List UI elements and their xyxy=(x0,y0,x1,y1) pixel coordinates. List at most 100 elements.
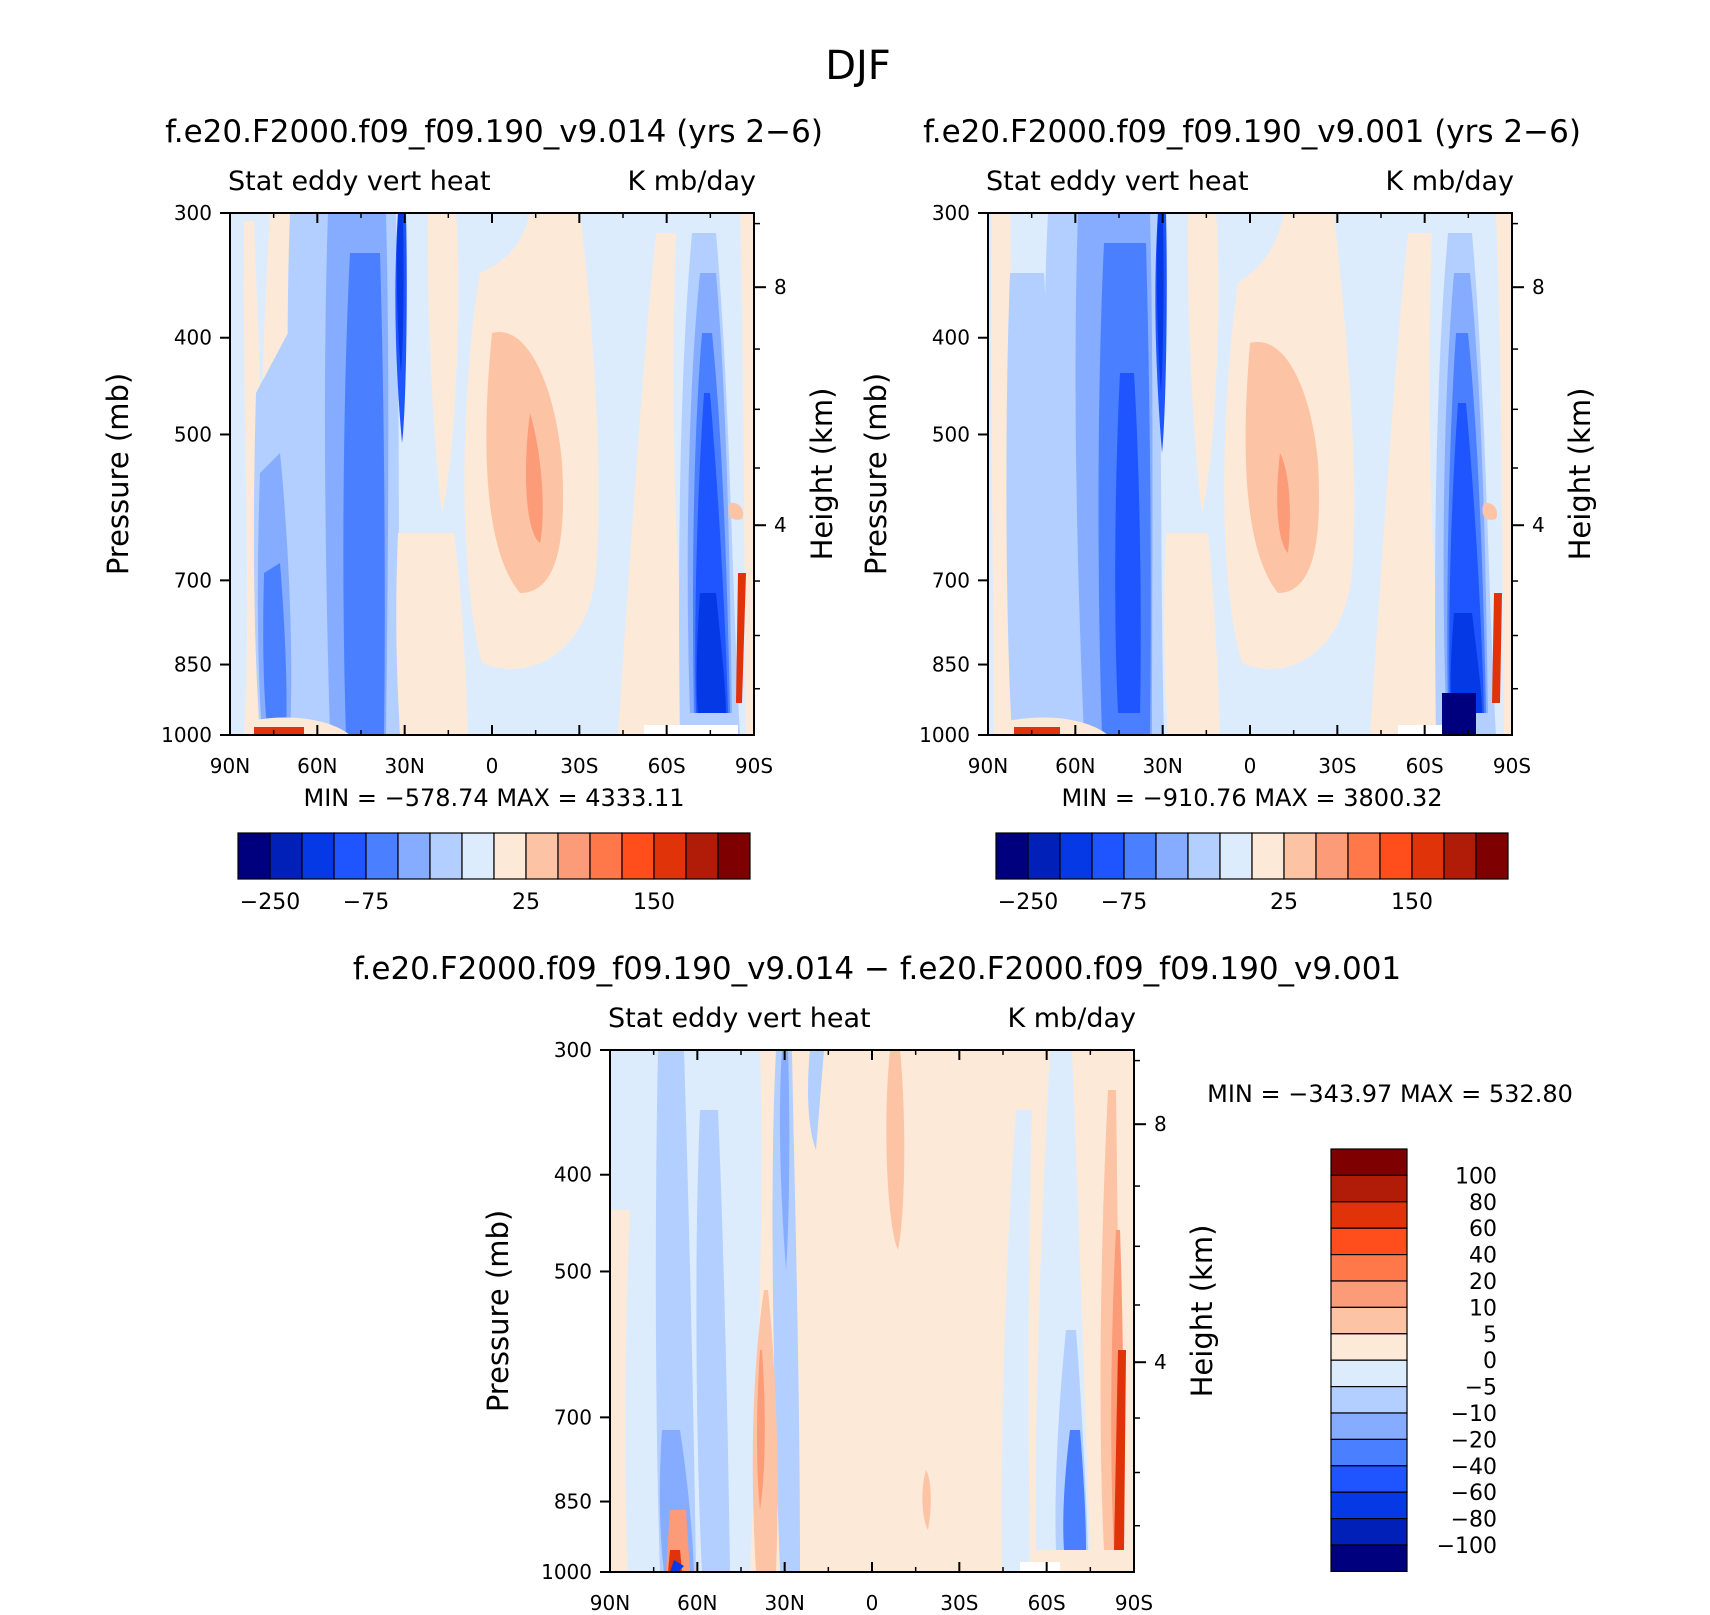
colorbar-box xyxy=(1443,832,1477,880)
band-negative xyxy=(808,1050,824,1150)
y-ticks: 300 400 500 700 850 1000 xyxy=(161,201,230,747)
contour-plot: 90N 60N 30N 0 30S 60S 90S 3004005007008501000 … xyxy=(541,1038,1167,1615)
x-tick-label: 60N xyxy=(297,754,337,778)
colorbar-box xyxy=(1330,1201,1408,1229)
x-tick-label: 30N xyxy=(384,754,424,778)
y2-ticks: 84 xyxy=(754,222,787,690)
colorbar-box xyxy=(1330,1227,1408,1256)
band-positive-strong xyxy=(1277,453,1290,553)
colorbar-box xyxy=(1155,832,1189,880)
x-tick-label: 30S xyxy=(940,1591,978,1611)
band-positive-mid xyxy=(752,1290,778,1572)
y2-tick-label: 8 xyxy=(774,275,787,299)
y-tick-label: 500 xyxy=(174,422,212,446)
colorbar-label: −40 xyxy=(1451,1455,1497,1480)
y-ticks: 300 400 500 700 850 1000 xyxy=(541,1038,610,1584)
colorbar-box xyxy=(1330,1359,1408,1388)
y-tick-label: 400 xyxy=(932,326,970,350)
y2-tick-label: 4 xyxy=(1154,1350,1167,1374)
panel-right-label: K mb/day xyxy=(1386,166,1515,197)
band-negative xyxy=(779,1050,790,1270)
colorbar-box xyxy=(1330,1544,1408,1572)
y-tick-label: 850 xyxy=(174,653,212,677)
y-tick-label: 300 xyxy=(174,201,212,225)
band-positive-strong xyxy=(736,573,746,703)
colorbar-label: 5 xyxy=(1483,1323,1497,1348)
colorbar-label: −250 xyxy=(998,890,1058,915)
colorbar-box xyxy=(557,832,591,880)
y2-tick-label: 8 xyxy=(1532,275,1545,299)
band-negative-strong xyxy=(696,593,726,713)
colorbar-box xyxy=(1219,832,1253,880)
colorbar-box xyxy=(589,832,623,880)
colorbar-box xyxy=(1330,1280,1408,1308)
contour-fill xyxy=(610,1050,1134,1572)
x-tick-label: 60S xyxy=(648,754,686,778)
band-negative-strong xyxy=(1450,613,1482,713)
band-negative-strong xyxy=(670,1560,684,1572)
colorbar-box xyxy=(1330,1491,1408,1520)
colorbar-label: −250 xyxy=(240,890,300,915)
x-tick-label: 0 xyxy=(866,1591,879,1611)
colorbar-label: 10 xyxy=(1469,1296,1497,1321)
colorbar-box xyxy=(493,832,527,880)
colorbar: −250 −75 25 150 xyxy=(995,832,1509,915)
colorbar-box xyxy=(717,832,751,880)
y-tick-label: 300 xyxy=(932,201,970,225)
y-axis-label: Pressure (mb) xyxy=(481,1210,515,1412)
colorbar-box xyxy=(269,832,303,880)
panel-test: f.e20.F2000.f09_f09.190_v9.014 (yrs 2−6)… xyxy=(101,114,839,915)
colorbar-label: 100 xyxy=(1455,1164,1497,1189)
band-positive-strong xyxy=(757,1350,765,1510)
x-tick-label: 30S xyxy=(560,754,598,778)
y2-tick-label: 8 xyxy=(1154,1112,1167,1136)
colorbar-box xyxy=(1059,832,1093,880)
colorbar-box xyxy=(525,832,559,880)
colorbar-box xyxy=(1411,832,1445,880)
x-tick-label: 30S xyxy=(1318,754,1356,778)
y-tick-label: 1000 xyxy=(919,723,970,747)
band-positive-mid xyxy=(728,502,744,520)
missing-data xyxy=(644,725,738,735)
colorbar-box xyxy=(1251,832,1285,880)
x-tick-label: 90N xyxy=(590,1591,630,1611)
y-tick-label: 400 xyxy=(554,1163,592,1187)
colorbar-box xyxy=(365,832,399,880)
colorbar-box xyxy=(1091,832,1125,880)
colorbar-box xyxy=(995,832,1029,880)
band-positive xyxy=(610,1210,630,1572)
y-tick-label: 850 xyxy=(932,653,970,677)
band-positive-mid xyxy=(486,332,564,593)
panel-left-label: Stat eddy vert heat xyxy=(986,166,1249,197)
colorbar-box xyxy=(1027,832,1061,880)
colorbar-box xyxy=(1330,1465,1408,1493)
band-positive-strong xyxy=(1492,593,1502,703)
colorbar-label: 25 xyxy=(1270,890,1298,915)
band-positive xyxy=(1164,533,1220,735)
colorbar-box xyxy=(1379,832,1413,880)
panel-title: f.e20.F2000.f09_f09.190_v9.014 (yrs 2−6) xyxy=(165,114,823,150)
band-negative xyxy=(1063,1430,1086,1550)
y-tick-label: 700 xyxy=(174,568,212,592)
x-tick-label: 90N xyxy=(968,754,1008,778)
band-positive xyxy=(618,233,692,735)
band-positive-strong xyxy=(1014,727,1060,735)
contour-fill xyxy=(988,213,1512,735)
panel-control: f.e20.F2000.f09_f09.190_v9.001 (yrs 2−6)… xyxy=(859,114,1597,915)
contour-fill xyxy=(230,213,754,735)
panel-left-label: Stat eddy vert heat xyxy=(608,1003,871,1034)
y2-tick-label: 4 xyxy=(774,513,787,537)
y2-ticks: 84 xyxy=(1512,222,1545,690)
band-negative-strong xyxy=(396,213,404,373)
y-tick-label: 1000 xyxy=(541,1560,592,1584)
colorbar-label: 40 xyxy=(1469,1244,1497,1269)
figure-title: DJF xyxy=(825,43,891,89)
colorbar-box xyxy=(1330,1253,1408,1282)
contour-plot: 90N 60N 30N 0 30S 60S 90S 3004005007008501000 … xyxy=(919,201,1545,778)
colorbar-box xyxy=(1315,832,1349,880)
x-ticks: 90N 60N 30N 0 30S 60S 90S xyxy=(210,213,773,778)
x-tick-label: 60S xyxy=(1406,754,1444,778)
x-tick-label: 90S xyxy=(1493,754,1531,778)
colorbar-label: −75 xyxy=(1101,890,1147,915)
